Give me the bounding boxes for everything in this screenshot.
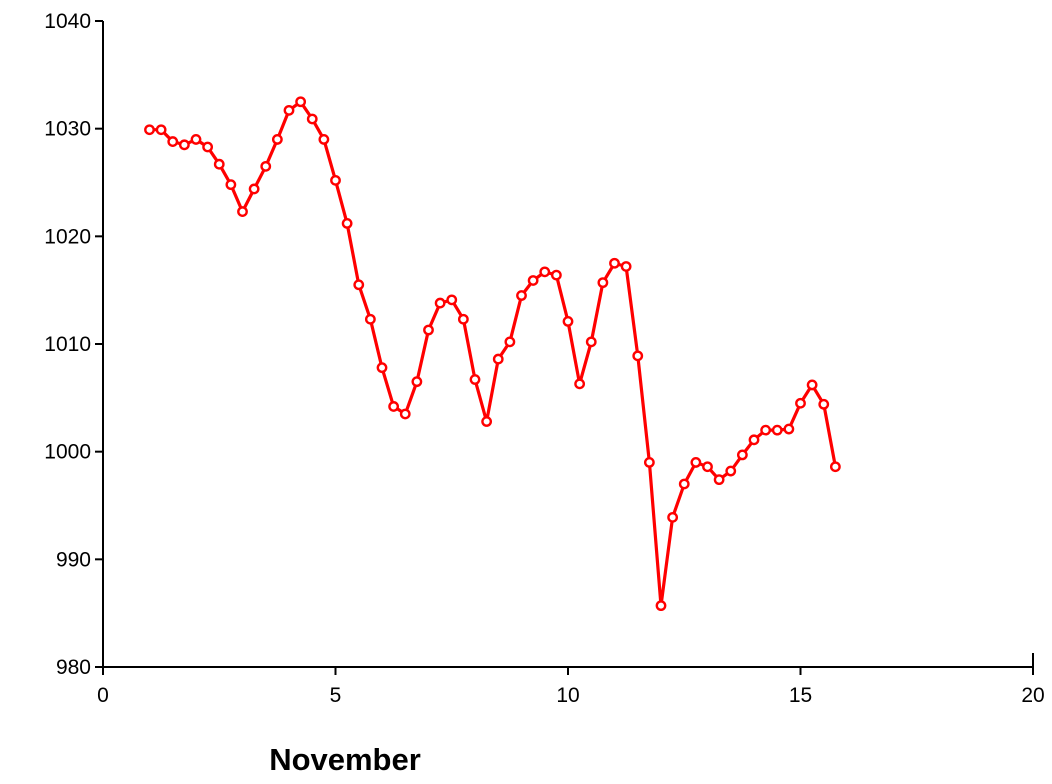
data-point xyxy=(330,174,341,186)
data-point xyxy=(481,416,493,427)
data-point xyxy=(818,398,830,410)
y-tick-label: 980 xyxy=(56,656,91,679)
y-tick-label: 1000 xyxy=(44,441,91,464)
data-point xyxy=(178,139,190,151)
data-point xyxy=(190,134,202,145)
data-point xyxy=(457,313,469,325)
data-point xyxy=(539,266,551,278)
data-point xyxy=(678,478,690,490)
data-point xyxy=(713,474,725,486)
y-tick-label: 1040 xyxy=(44,10,91,33)
y-tick-label: 1020 xyxy=(44,225,91,248)
data-point xyxy=(609,257,620,269)
data-point xyxy=(585,336,597,348)
data-point xyxy=(748,434,760,446)
axes xyxy=(102,21,1034,668)
x-tick-label: 5 xyxy=(330,684,342,707)
data-point xyxy=(155,124,167,136)
data-point xyxy=(248,183,260,195)
data-point xyxy=(806,379,818,391)
data-point xyxy=(783,423,795,435)
data-point xyxy=(725,465,737,477)
data-point xyxy=(167,136,179,147)
data-point xyxy=(202,141,214,153)
x-tick-label: 0 xyxy=(97,684,109,707)
data-point xyxy=(795,397,806,409)
data-point xyxy=(643,457,655,468)
series-line xyxy=(147,100,838,608)
data-point xyxy=(829,461,841,473)
data-point xyxy=(446,294,458,306)
y-tick-label: 990 xyxy=(56,548,91,571)
data-point xyxy=(306,113,318,125)
data-point xyxy=(632,350,644,362)
x-ticks: 0 5 10 15 20 xyxy=(97,667,1045,707)
data-point xyxy=(213,158,225,170)
data-point xyxy=(388,401,400,412)
data-point xyxy=(434,297,446,309)
data-point xyxy=(597,277,609,289)
data-point xyxy=(271,134,283,145)
data-point xyxy=(411,376,423,388)
x-axis-title: November xyxy=(269,742,421,777)
data-point xyxy=(574,378,586,390)
data-point xyxy=(144,124,155,136)
data-point xyxy=(702,461,713,473)
data-point xyxy=(423,324,434,336)
data-point xyxy=(469,374,481,385)
data-point xyxy=(504,336,516,348)
data-point xyxy=(260,160,272,172)
y-tick-label: 1010 xyxy=(44,333,91,356)
data-point xyxy=(353,279,365,291)
y-tick-label: 1030 xyxy=(44,118,91,141)
data-point xyxy=(550,269,562,281)
data-point xyxy=(620,261,632,272)
data-point xyxy=(736,449,748,461)
data-point xyxy=(655,600,667,612)
data-point xyxy=(341,218,353,229)
plot-series xyxy=(144,96,841,612)
data-point xyxy=(527,275,539,286)
data-point xyxy=(399,408,411,420)
data-point xyxy=(771,424,783,436)
data-point xyxy=(376,362,388,374)
data-point xyxy=(295,96,307,108)
data-point xyxy=(283,104,295,116)
data-point xyxy=(667,511,679,523)
data-point xyxy=(364,313,376,325)
data-point xyxy=(225,179,237,191)
data-point xyxy=(237,206,248,217)
x-tick-label: 15 xyxy=(789,684,812,707)
data-point xyxy=(760,424,772,436)
data-point xyxy=(318,134,330,145)
data-point xyxy=(492,353,504,365)
data-point xyxy=(562,315,574,327)
y-ticks: 980 990 1000 1010 1020 1030 1040 xyxy=(44,10,103,679)
x-tick-label: 20 xyxy=(1021,684,1044,707)
x-tick-label: 10 xyxy=(556,684,579,707)
data-point xyxy=(516,290,527,301)
data-point xyxy=(690,457,702,468)
